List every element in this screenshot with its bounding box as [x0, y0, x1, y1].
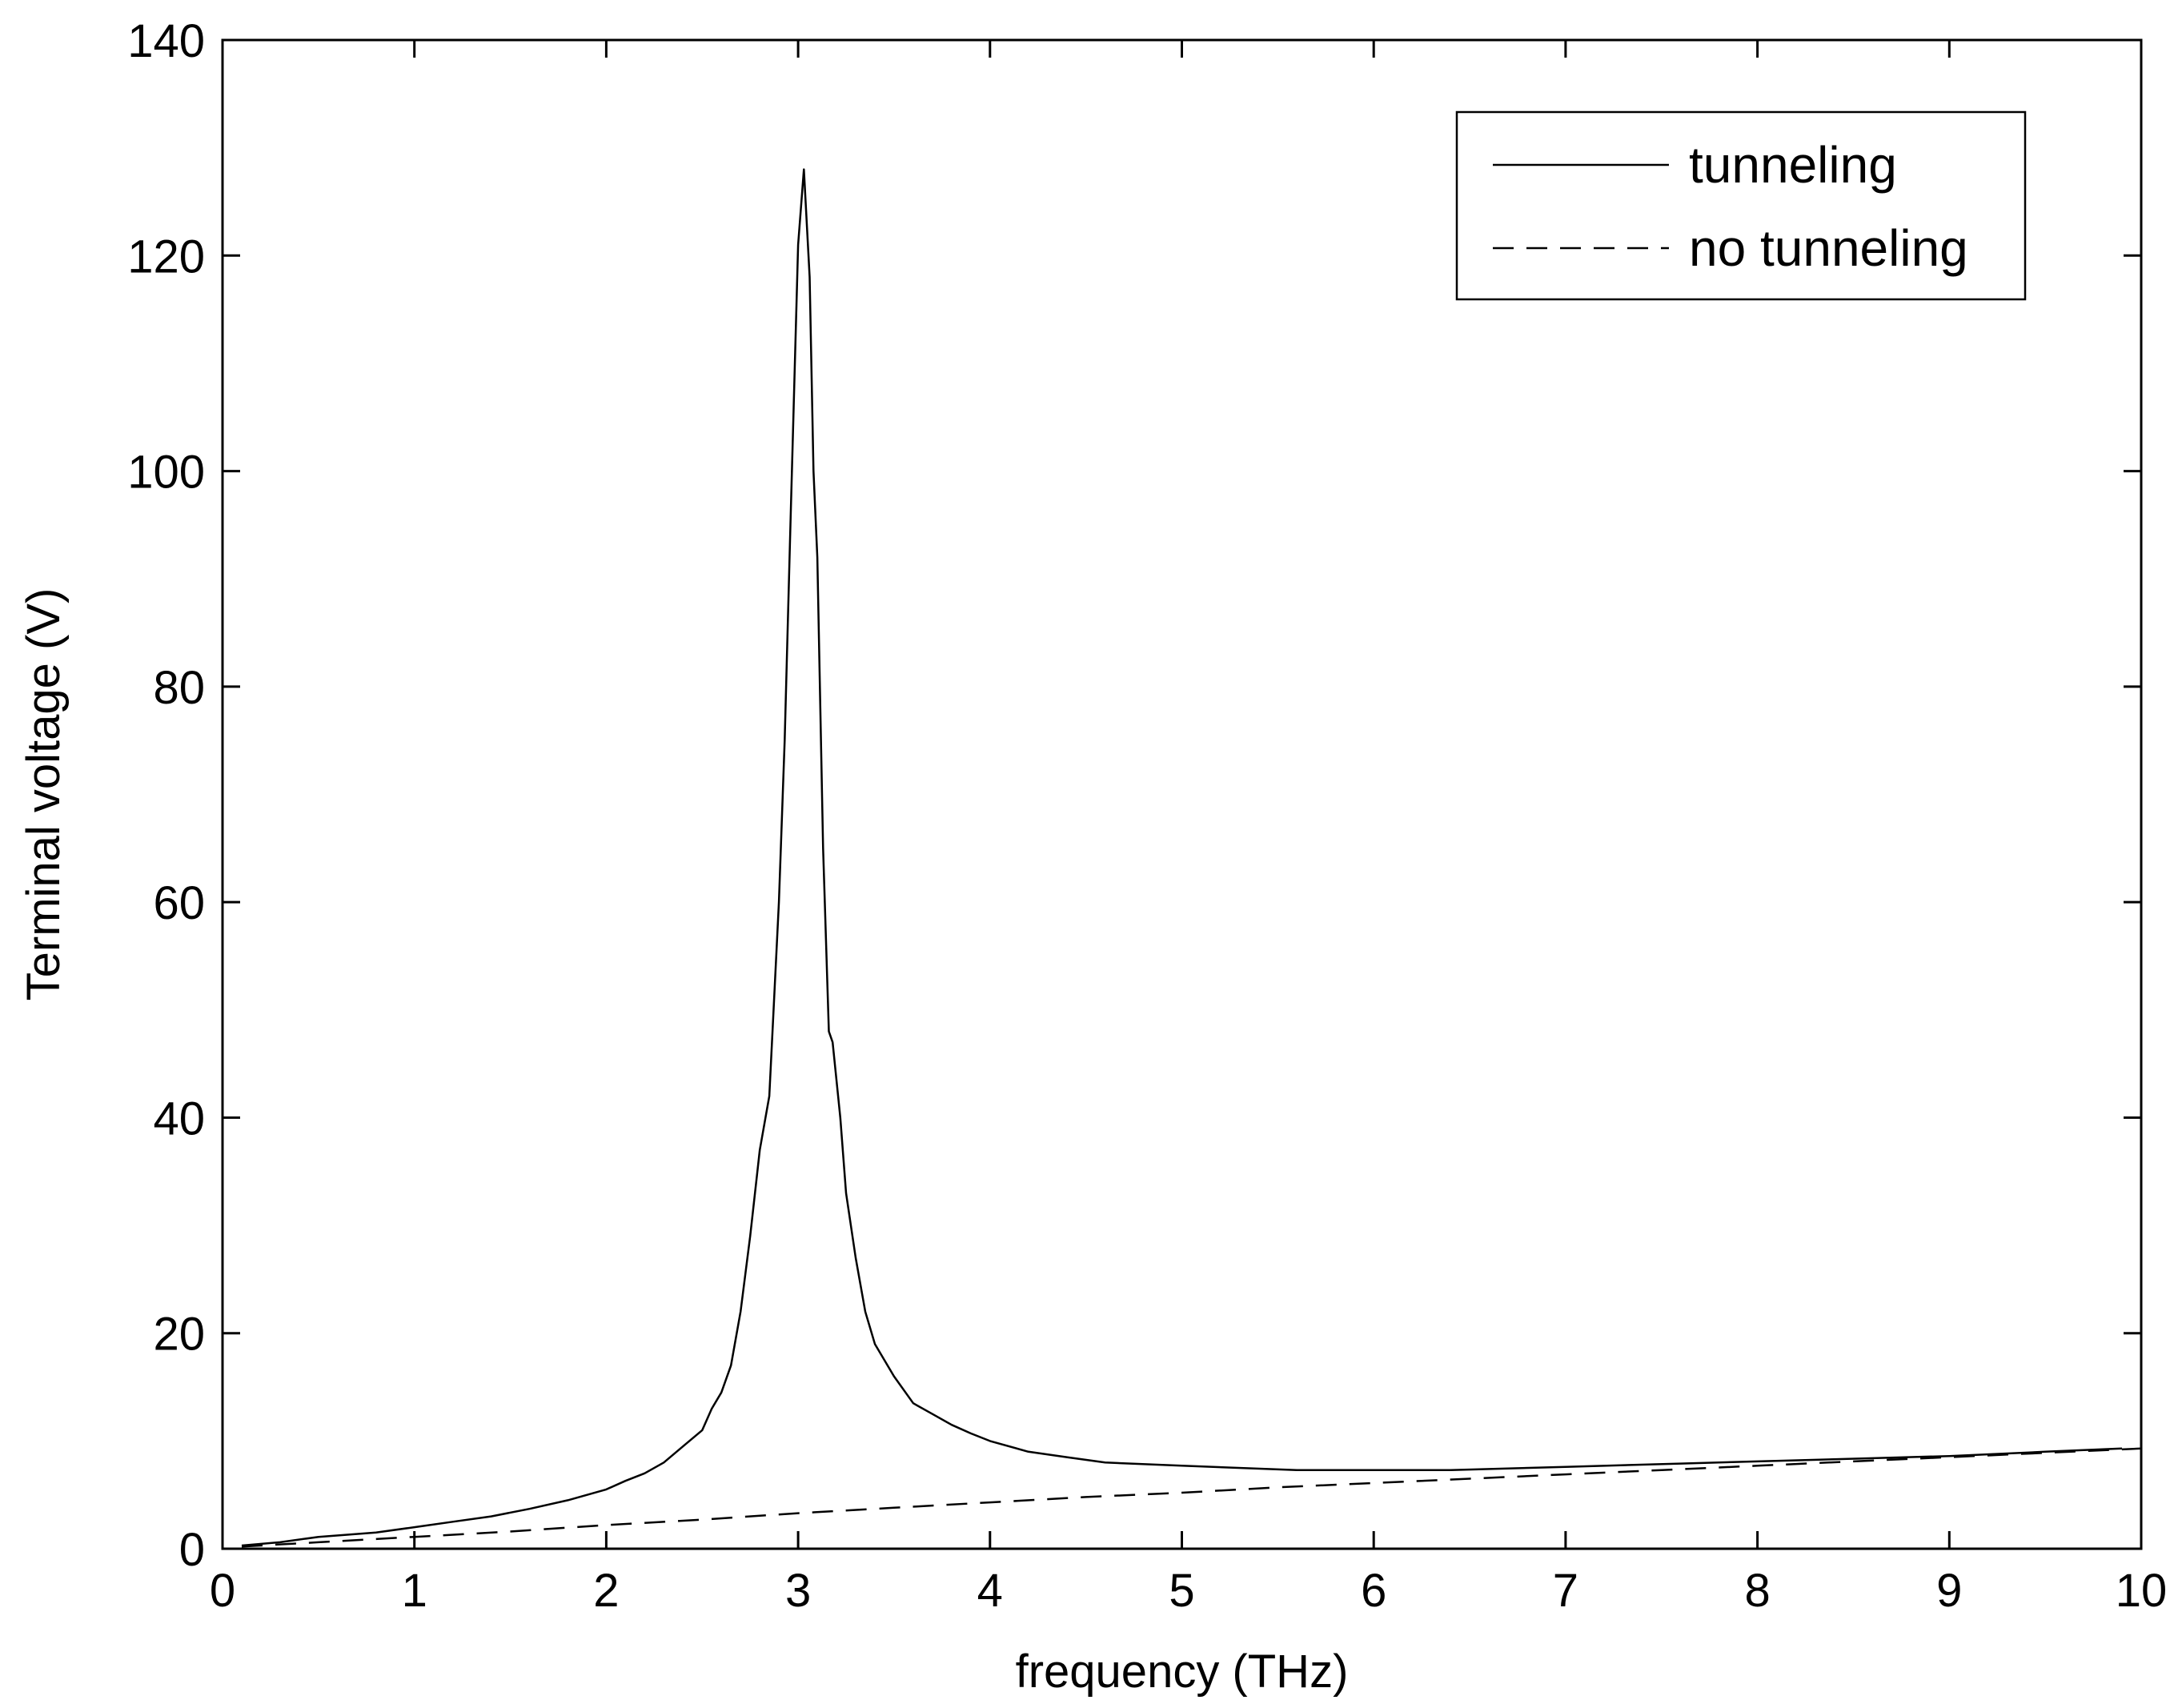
y-tick-label: 40 — [153, 1093, 205, 1145]
y-tick-label: 20 — [153, 1309, 205, 1361]
x-tick-label: 0 — [210, 1565, 235, 1617]
y-axis-title: Terminal voltage (V) — [18, 588, 70, 1001]
legend-label-tunneling: tunneling — [1689, 136, 1897, 194]
y-tick-label: 80 — [153, 662, 205, 714]
x-tick-label: 1 — [402, 1565, 427, 1617]
legend-label-no-tunneling: no tunneling — [1689, 219, 1968, 277]
legend: tunneling no tunneling — [1455, 110, 2027, 301]
y-tick-label: 120 — [127, 231, 205, 283]
x-tick-label: 10 — [2116, 1565, 2168, 1617]
x-tick-label: 8 — [1744, 1565, 1770, 1617]
series-tunneling — [241, 168, 2123, 1547]
y-tick-label: 100 — [127, 447, 205, 499]
y-tick-label: 140 — [127, 15, 205, 67]
x-tick-label: 4 — [977, 1565, 1003, 1617]
x-tick-label: 3 — [785, 1565, 811, 1617]
y-tick-label: 0 — [179, 1524, 205, 1576]
x-tick-label: 2 — [593, 1565, 619, 1617]
series-layer — [241, 168, 2142, 1548]
series-no-tunneling — [241, 1447, 2142, 1548]
x-tick-label: 9 — [1936, 1565, 1962, 1617]
x-tick-label: 6 — [1361, 1565, 1386, 1617]
legend-box — [1455, 110, 2027, 301]
y-tick-label: 60 — [153, 877, 205, 929]
x-axis-title: frequency (THz) — [1016, 1646, 1349, 1698]
x-tick-label: 5 — [1169, 1565, 1194, 1617]
x-tick-label: 7 — [1553, 1565, 1578, 1617]
